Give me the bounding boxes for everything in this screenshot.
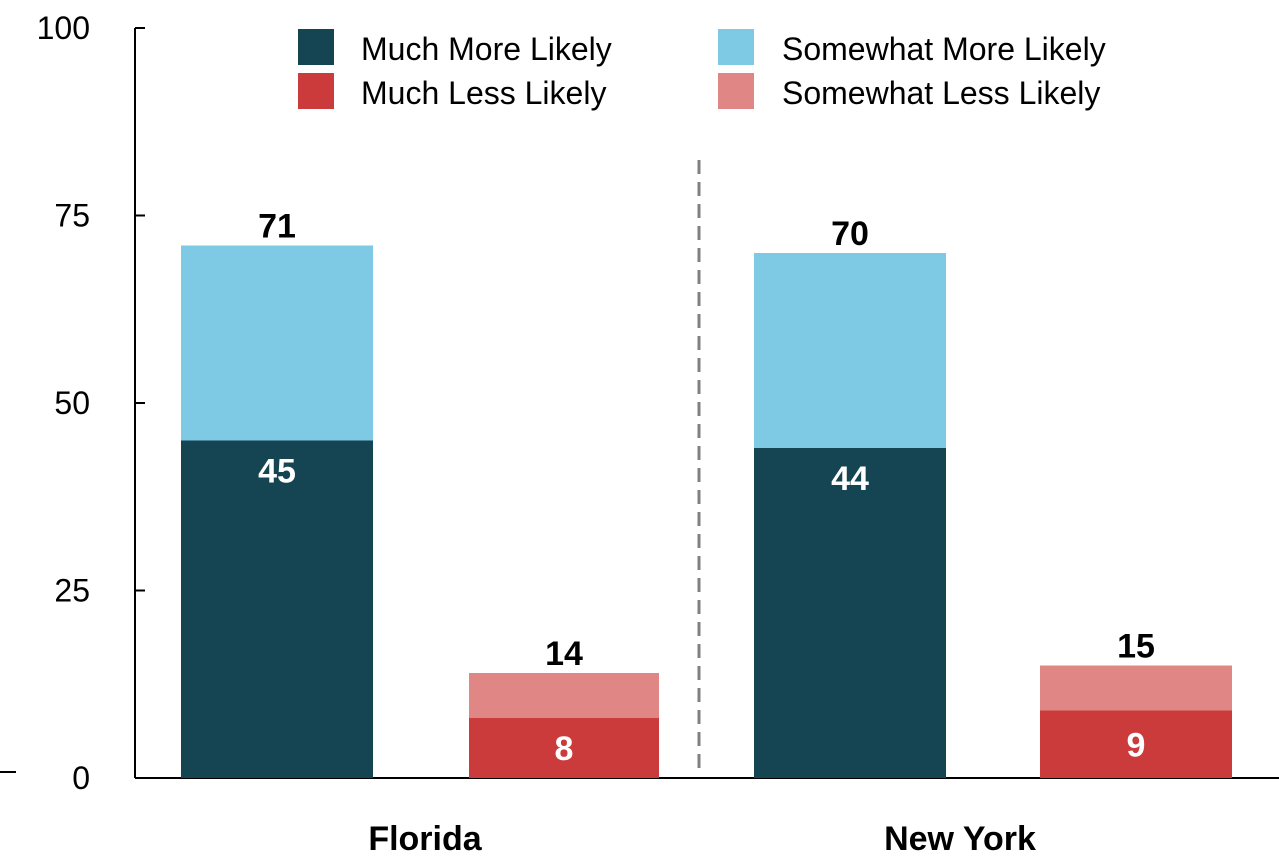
segment-value-label: 9 [1127, 726, 1146, 764]
legend-item: Much Less Likely [298, 73, 606, 111]
bar-segment-somewhat-less-likely [469, 673, 659, 718]
bar-total-label: 15 [1117, 628, 1155, 666]
y-tick-label: 50 [54, 385, 90, 421]
legend: Much More Likely Somewhat More Likely Much… [298, 29, 1106, 111]
y-tick-label: 100 [37, 10, 90, 46]
segment-value-label: 44 [831, 460, 869, 498]
segment-value-label: 45 [258, 453, 296, 491]
bar-segment-somewhat-more-likely [181, 245, 373, 441]
legend-label: Somewhat Less Likely [782, 75, 1100, 111]
bar-segment-somewhat-less-likely [1040, 665, 1232, 711]
bars [181, 245, 1232, 778]
bar-total-label: 71 [258, 208, 296, 246]
bar-segment-much-more-likely [754, 448, 946, 778]
bar-segment-much-less-likely [469, 718, 659, 778]
labels: Florida New York 45 71 8 14 44 70 9 15 [258, 208, 1155, 856]
legend-label: Somewhat More Likely [782, 31, 1106, 67]
x-group-label: New York [884, 820, 1036, 856]
bar-segment-much-more-likely [181, 440, 373, 778]
bar-segment-somewhat-more-likely [754, 253, 946, 448]
y-tick-label: 25 [54, 573, 90, 609]
legend-label: Much More Likely [361, 31, 612, 67]
legend-swatch [718, 29, 754, 65]
y-tick-label: 75 [54, 198, 90, 234]
segment-value-label: 8 [555, 730, 574, 768]
bar-total-label: 70 [831, 215, 869, 253]
legend-item: Much More Likely [298, 29, 612, 67]
legend-swatch [298, 73, 334, 109]
bar-segment-much-less-likely [1040, 710, 1232, 778]
bar-total-label: 14 [545, 635, 583, 673]
legend-swatch [718, 73, 754, 109]
legend-swatch [298, 29, 334, 65]
legend-item: Somewhat More Likely [718, 29, 1106, 67]
legend-item: Somewhat Less Likely [718, 73, 1100, 111]
x-group-label: Florida [368, 820, 482, 856]
legend-label: Much Less Likely [361, 75, 606, 111]
y-tick-label: 0 [72, 760, 90, 796]
